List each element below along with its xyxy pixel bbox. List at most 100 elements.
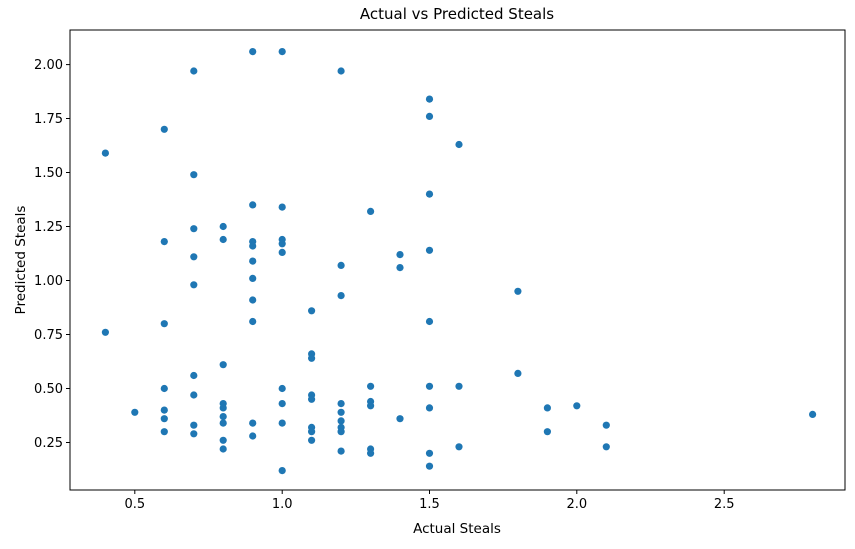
scatter-point — [160, 384, 168, 393]
scatter-point — [367, 207, 375, 215]
scatter-point — [101, 149, 109, 157]
x-tick-label: 2.0 — [566, 497, 587, 512]
y-tick-label: 0.50 — [34, 382, 63, 397]
scatter-point — [219, 413, 227, 421]
scatter-point — [543, 428, 552, 436]
x-axis-ticks: 0.5 1.0 1.5 2.0 2.5 — [124, 490, 735, 512]
x-axis-label: Actual Steals — [413, 521, 501, 537]
scatter-point — [190, 371, 198, 380]
scatter-point — [514, 369, 522, 377]
scatter-point — [278, 419, 286, 427]
scatter-point — [337, 428, 345, 436]
scatter-point — [367, 402, 375, 410]
chart-title: Actual vs Predicted Steals — [360, 5, 554, 23]
scatter-point — [425, 404, 434, 412]
y-tick-label: 0.75 — [34, 328, 63, 343]
scatter-point — [249, 201, 257, 209]
scatter-point — [160, 238, 168, 246]
scatter-point — [249, 432, 257, 440]
scatter-point — [425, 95, 434, 103]
scatter-point — [602, 421, 610, 429]
scatter-point — [367, 449, 375, 457]
scatter-point — [278, 384, 286, 393]
scatter-point — [160, 415, 168, 423]
scatter-point — [425, 449, 434, 457]
y-tick-label: 2.00 — [34, 58, 63, 73]
scatter-point — [337, 417, 345, 425]
scatter-point — [160, 428, 168, 436]
scatter-point — [160, 125, 168, 133]
scatter-point — [249, 274, 257, 282]
scatter-point — [425, 112, 434, 120]
scatter-point — [190, 391, 198, 399]
scatter-point — [101, 328, 109, 336]
scatter-point — [337, 408, 345, 416]
scatter-point — [396, 251, 404, 259]
scatter-point — [249, 296, 257, 304]
scatter-point — [278, 248, 286, 256]
scatter-point — [425, 382, 434, 390]
y-tick-label: 1.50 — [34, 166, 63, 181]
scatter-point — [337, 261, 345, 269]
scatter-point — [190, 225, 198, 233]
y-tick-label: 1.00 — [34, 274, 63, 289]
y-tick-label: 1.75 — [34, 112, 63, 127]
scatter-point — [160, 320, 168, 328]
scatter-point — [543, 404, 552, 412]
scatter-point — [160, 406, 168, 414]
scatter-point — [308, 307, 316, 315]
scatter-point — [278, 240, 286, 248]
y-axis-ticks: 0.25 0.50 0.75 1.00 1.25 1.50 1.75 2.00 — [34, 58, 70, 451]
scatter-point — [190, 421, 198, 429]
scatter-point — [602, 443, 610, 451]
scatter-point — [337, 67, 345, 75]
x-tick-label: 1.0 — [272, 497, 293, 512]
scatter-point — [396, 415, 404, 423]
scatter-point — [219, 404, 227, 412]
scatter-point — [219, 222, 227, 231]
scatter-point — [425, 317, 434, 326]
scatter-point — [190, 430, 198, 438]
scatter-point — [337, 292, 345, 300]
scatter-point — [219, 445, 227, 453]
scatter-point — [455, 443, 463, 451]
scatter-point — [219, 436, 227, 444]
scatter-point — [337, 400, 345, 408]
scatter-point — [455, 382, 463, 390]
scatter-point — [219, 361, 227, 369]
x-tick-label: 2.5 — [714, 497, 735, 512]
scatter-point — [190, 67, 198, 75]
scatter-point — [573, 402, 581, 410]
scatter-point — [249, 48, 257, 56]
scatter-point — [278, 48, 286, 56]
scatter-point — [278, 400, 286, 408]
scatter-point — [809, 410, 817, 418]
scatter-point — [249, 242, 257, 250]
scatter-point — [249, 257, 257, 265]
x-tick-label: 1.5 — [419, 497, 440, 512]
scatter-point — [308, 354, 316, 362]
scatter-point — [219, 235, 227, 244]
scatter-point — [278, 467, 286, 475]
scatter-point — [308, 428, 316, 436]
x-tick-label: 0.5 — [124, 497, 145, 512]
scatter-point — [278, 203, 286, 211]
scatter-point — [308, 395, 316, 403]
scatter-point — [249, 419, 257, 427]
scatter-point — [219, 419, 227, 427]
scatter-point — [131, 408, 139, 416]
scatter-point — [190, 281, 198, 289]
scatter-points — [101, 48, 817, 475]
scatter-point — [514, 287, 522, 295]
scatter-point — [249, 317, 257, 326]
y-tick-label: 0.25 — [34, 436, 63, 451]
y-axis-label: Predicted Steals — [13, 206, 29, 315]
scatter-point — [425, 190, 434, 198]
scatter-point — [190, 171, 198, 179]
scatter-point — [425, 246, 434, 254]
scatter-point — [455, 140, 463, 149]
scatter-point — [425, 462, 434, 470]
scatter-point — [367, 382, 375, 390]
